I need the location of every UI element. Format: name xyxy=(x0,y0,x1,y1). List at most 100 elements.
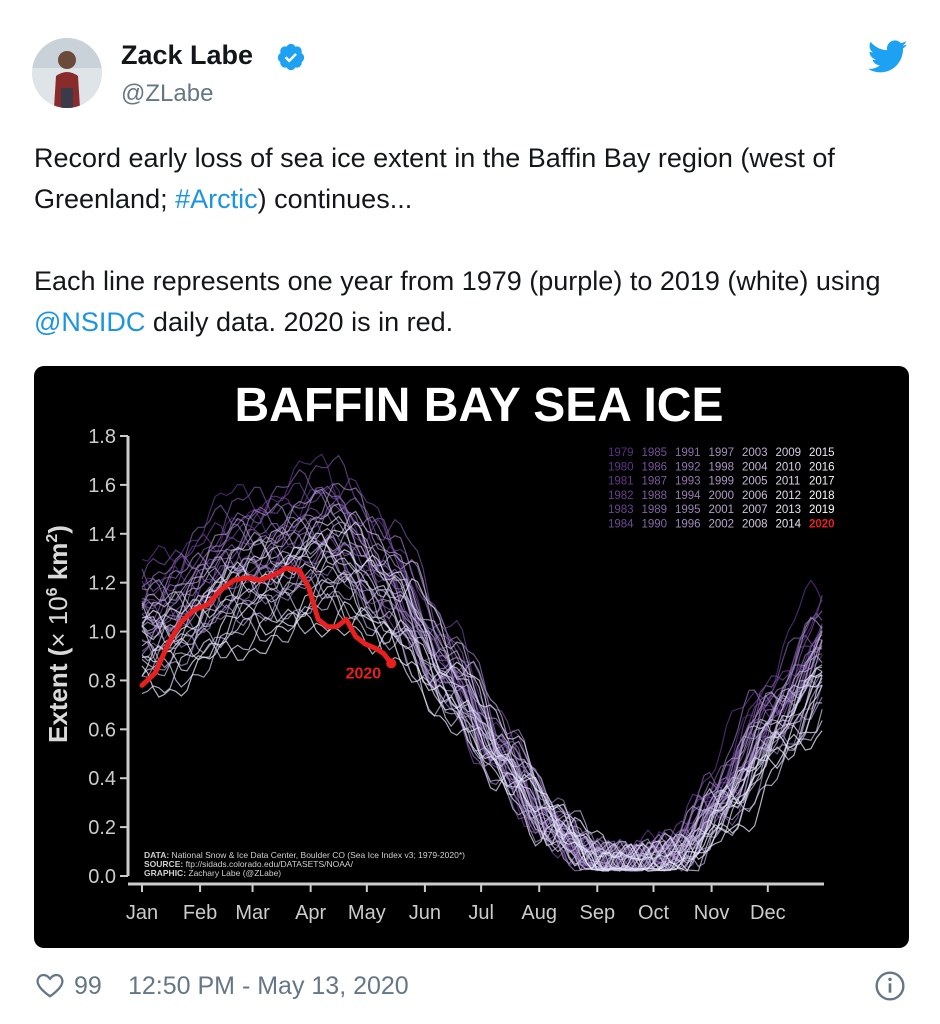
y-axis-label-close: ) xyxy=(43,525,73,534)
x-tick-label: May xyxy=(348,902,386,924)
legend-year: 2004 xyxy=(742,461,768,473)
climatology-year-line xyxy=(141,606,823,872)
y-tick-label: 0.2 xyxy=(88,817,116,839)
x-tick-label: Sep xyxy=(579,902,615,924)
legend-year: 2020 xyxy=(809,519,835,531)
author-handle[interactable]: @ZLabe xyxy=(121,80,214,107)
svg-text:Extent (× 106 km2): Extent (× 106 km2) xyxy=(43,525,73,743)
legend-year: 2018 xyxy=(809,490,835,502)
x-tick-label: Aug xyxy=(521,902,557,924)
y-tick-label: 1.8 xyxy=(88,426,116,448)
twitter-bird-icon[interactable] xyxy=(868,40,908,74)
legend-year: 1991 xyxy=(675,447,701,459)
y-axis-label: Extent (× 106 km2) xyxy=(43,525,73,743)
legend-year: 1984 xyxy=(608,519,634,531)
tweet-paragraph-1: Record early loss of sea ice extent in t… xyxy=(34,138,914,220)
y-tick-label: 0.0 xyxy=(88,866,116,888)
legend-year: 1998 xyxy=(709,461,735,473)
legend-year: 2010 xyxy=(776,461,802,473)
legend-year: 1993 xyxy=(675,476,701,488)
legend-year: 1979 xyxy=(608,447,634,459)
source-line: DATA: National Snow & Ice Data Center, B… xyxy=(144,850,465,860)
hashtag-link[interactable]: #Arctic xyxy=(175,184,258,214)
y-tick-label: 0.4 xyxy=(88,768,116,790)
y-tick-label: 0.8 xyxy=(88,670,116,692)
legend-year: 2002 xyxy=(709,519,735,531)
legend-year: 2015 xyxy=(809,447,835,459)
x-tick-label: Dec xyxy=(750,902,786,924)
legend-year: 2014 xyxy=(776,519,802,531)
y-tick-label: 0.6 xyxy=(88,719,116,741)
climatology-year-line xyxy=(141,532,823,872)
climatology-year-line xyxy=(141,521,823,871)
x-tick-label: Apr xyxy=(295,902,326,924)
legend-year: 1987 xyxy=(642,476,668,488)
y-axis-label-prefix: Extent ( xyxy=(43,647,73,743)
y-tick-label: 1.2 xyxy=(88,573,116,595)
legend-year: 1995 xyxy=(675,504,701,516)
y-tick-label: 1.6 xyxy=(88,475,116,497)
heart-icon[interactable] xyxy=(34,970,66,1000)
climatology-year-line xyxy=(141,510,823,872)
legend-year: 2019 xyxy=(809,504,835,516)
y-axis-label-unit-exponent: 2 xyxy=(44,534,61,543)
climatology-year-line xyxy=(141,548,823,872)
legend-year: 1992 xyxy=(675,461,701,473)
legend-year: 1981 xyxy=(608,476,634,488)
legend-year: 1997 xyxy=(709,447,735,459)
y-axis-label-exponent: 6 xyxy=(44,587,61,596)
author-name[interactable]: Zack Labe xyxy=(121,40,254,70)
legend-year: 1996 xyxy=(675,519,701,531)
x-tick-label: Jan xyxy=(126,902,158,924)
x-tick-label: Jul xyxy=(468,902,494,924)
legend-year: 1990 xyxy=(642,519,668,531)
series-2020-endpoint xyxy=(386,658,397,669)
series-2020-line xyxy=(139,565,394,688)
tweet-text: Record early loss of sea ice extent in t… xyxy=(34,138,914,343)
legend-year: 1988 xyxy=(642,490,668,502)
tweet-text-segment: ) continues... xyxy=(257,184,413,214)
avatar-image xyxy=(32,38,102,108)
source-line: SOURCE: ftp://sidads.colorado.edu/DATASE… xyxy=(144,859,354,869)
legend-year: 2009 xyxy=(776,447,802,459)
legend-year: 1986 xyxy=(642,461,668,473)
source-credits: DATA: National Snow & Ice Data Center, B… xyxy=(144,850,465,878)
climatology-year-line xyxy=(141,577,823,872)
legend-year: 2000 xyxy=(709,490,735,502)
legend-year: 2003 xyxy=(742,447,768,459)
legend-year: 2008 xyxy=(742,519,768,531)
mention-link[interactable]: @NSIDC xyxy=(34,307,146,337)
legend-year: 2016 xyxy=(809,461,835,473)
tweet-text-segment: Record early loss of sea ice extent in t… xyxy=(34,143,835,214)
legend-year: 1994 xyxy=(675,490,701,502)
highlight-series: 2020 xyxy=(139,565,397,688)
tweet-text-segment: daily data. 2020 is in red. xyxy=(145,307,454,337)
like-count[interactable]: 99 xyxy=(74,972,102,1000)
legend-year: 2013 xyxy=(776,504,802,516)
x-tick-label: Mar xyxy=(235,902,270,924)
legend-year: 1985 xyxy=(642,447,668,459)
verified-badge-icon xyxy=(277,43,305,71)
legend-year: 1999 xyxy=(709,476,735,488)
info-icon[interactable] xyxy=(874,970,906,1002)
legend-year: 2005 xyxy=(742,476,768,488)
legend-year: 2017 xyxy=(809,476,835,488)
climatology-year-line xyxy=(141,517,823,871)
legend-year: 2012 xyxy=(776,490,802,502)
climatology-lines xyxy=(141,453,823,872)
tweet-paragraph-2: Each line represents one year from 1979 … xyxy=(34,261,914,343)
tweet-media-chart[interactable]: BAFFIN BAY SEA ICE Extent (× 106 km2) 0.… xyxy=(34,366,909,948)
climatology-year-line xyxy=(141,585,823,871)
y-axis-label-times: × 10 xyxy=(43,596,73,647)
y-tick-label: 1.0 xyxy=(88,622,116,644)
chart-title: BAFFIN BAY SEA ICE xyxy=(235,379,724,432)
y-tick-label: 1.4 xyxy=(88,524,116,546)
avatar[interactable] xyxy=(32,38,102,108)
year-legend: 1979 1985 1991 1997 2003 2009 2015 1980 1986 1992… xyxy=(608,447,835,531)
legend-year: 2001 xyxy=(709,504,735,516)
legend-year: 2007 xyxy=(742,504,768,516)
tweet-footer: 99 12:50 PM - May 13, 2020 xyxy=(34,968,909,1006)
source-line: GRAPHIC: Zachary Labe (@ZLabe) xyxy=(144,868,281,878)
timestamp[interactable]: 12:50 PM - May 13, 2020 xyxy=(128,972,409,1000)
climatology-year-line xyxy=(141,503,823,871)
